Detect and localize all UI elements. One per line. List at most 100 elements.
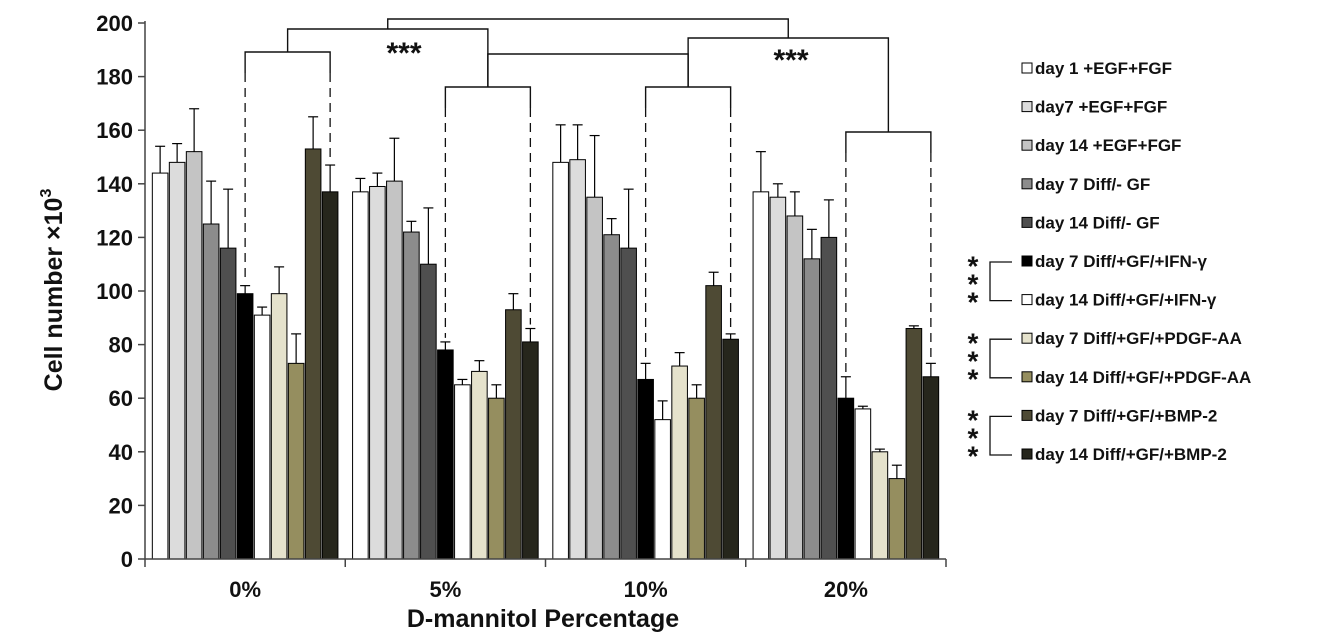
x-tick-label: 5% xyxy=(429,577,461,602)
bar xyxy=(905,328,923,560)
bar xyxy=(854,408,872,560)
legend-significance-star: * xyxy=(968,346,979,377)
bar xyxy=(688,397,705,560)
bracket-line xyxy=(244,51,331,73)
bar xyxy=(471,370,488,560)
legend: day 1 +EGF+FGF day7 +EGF+FGF day 14 +EGF+F… xyxy=(1021,59,1251,464)
bar xyxy=(603,234,620,560)
bar xyxy=(654,419,671,560)
bracket-line xyxy=(644,86,732,108)
bar xyxy=(769,196,787,560)
y-tick-label: 160 xyxy=(96,118,133,143)
y-tick-label: 100 xyxy=(96,279,133,304)
bracket-line xyxy=(845,131,932,153)
bar xyxy=(185,151,203,560)
y-tick-label: 180 xyxy=(96,65,133,90)
bar xyxy=(420,263,437,560)
y-tick-label: 140 xyxy=(96,172,133,197)
bar xyxy=(321,191,339,560)
legend-label: day 7 Diff/+GF/+BMP-2 xyxy=(1035,406,1217,425)
bar xyxy=(705,285,722,560)
bar xyxy=(219,247,237,560)
top-significance-2: *** xyxy=(773,44,808,77)
legend-significance-star: * xyxy=(968,268,979,299)
legend-label: day 7 Diff/- GF xyxy=(1035,175,1150,194)
legend-significance-star: * xyxy=(968,286,979,317)
legend-swatch xyxy=(1021,371,1033,383)
bar xyxy=(888,478,906,560)
y-tick-label: 120 xyxy=(96,225,133,250)
bar xyxy=(488,397,505,560)
bar xyxy=(752,191,770,560)
bar xyxy=(820,236,838,560)
legend-swatch xyxy=(1021,101,1033,113)
legend-swatch xyxy=(1021,255,1033,267)
legend-bracket xyxy=(989,338,1012,379)
axes-layer: 0 20 40 60 80 100 120 140 160 180 200 0% 5% 10% 20% xyxy=(96,11,947,602)
bar xyxy=(620,247,637,560)
y-axis-title-superscript: 3 xyxy=(38,189,55,198)
x-axis-title: D-mannitol Percentage xyxy=(407,605,679,633)
y-tick-label: 200 xyxy=(96,11,133,36)
legend-swatch xyxy=(1021,216,1033,228)
bar xyxy=(637,378,654,560)
bar xyxy=(522,341,539,560)
legend-swatch xyxy=(1021,62,1033,74)
top-significance-1: *** xyxy=(386,37,421,70)
legend-bracket xyxy=(989,415,1012,456)
legend-label: day 14 Diff/+GF/+BMP-2 xyxy=(1035,445,1227,464)
legend-significance-brackets: ********* xyxy=(968,250,1012,472)
bracket-line xyxy=(387,18,789,38)
y-tick-label: 0 xyxy=(121,547,133,572)
legend-swatch xyxy=(1021,294,1033,306)
bar xyxy=(304,148,322,560)
legend-swatch xyxy=(1021,409,1033,421)
bar xyxy=(403,231,420,560)
bar xyxy=(786,215,804,560)
legend-swatch xyxy=(1021,178,1033,190)
significance-brackets xyxy=(244,18,932,373)
y-axis-title-text: Cell number ×10 xyxy=(40,198,68,392)
bar xyxy=(270,293,288,560)
bar xyxy=(803,258,821,560)
legend-significance-star: * xyxy=(968,423,979,454)
x-tick-label: 20% xyxy=(824,577,868,602)
bar xyxy=(151,172,169,560)
bar xyxy=(505,309,522,560)
y-tick-label: 60 xyxy=(109,386,133,411)
legend-significance-star: * xyxy=(968,405,979,436)
y-tick-label: 80 xyxy=(109,333,133,358)
legend-significance-star: * xyxy=(968,250,979,281)
bar xyxy=(386,180,403,560)
bracket-line xyxy=(487,53,689,87)
bar xyxy=(871,451,889,560)
bar xyxy=(236,293,254,560)
bar xyxy=(837,397,855,560)
y-tick-label: 40 xyxy=(109,440,133,465)
x-tick-label: 0% xyxy=(229,577,261,602)
legend-label: day 7 Diff/+GF/+IFN-γ xyxy=(1035,252,1207,271)
legend-label: day 14 +EGF+FGF xyxy=(1035,136,1181,155)
y-axis-title: Cell number ×103 xyxy=(38,189,68,392)
bracket-line xyxy=(444,86,532,108)
bar xyxy=(168,161,186,560)
bar xyxy=(671,365,688,560)
bar xyxy=(454,384,471,560)
bar xyxy=(569,159,586,560)
bars-layer xyxy=(151,108,940,560)
bar xyxy=(552,161,569,560)
legend-swatch xyxy=(1021,332,1033,344)
legend-label: day 14 Diff/+GF/+IFN-γ xyxy=(1035,291,1217,310)
legend-label: day 14 Diff/+GF/+PDGF-AA xyxy=(1035,368,1251,387)
legend-label: day 1 +EGF+FGF xyxy=(1035,59,1172,78)
legend-label: day 7 Diff/+GF/+PDGF-AA xyxy=(1035,329,1242,348)
bar xyxy=(437,349,454,560)
bar xyxy=(722,338,739,560)
legend-swatch xyxy=(1021,448,1033,460)
bar xyxy=(586,196,603,560)
x-tick-label: 10% xyxy=(624,577,668,602)
legend-bracket xyxy=(989,261,1012,302)
legend-label: day7 +EGF+FGF xyxy=(1035,98,1167,117)
bar xyxy=(369,185,386,560)
